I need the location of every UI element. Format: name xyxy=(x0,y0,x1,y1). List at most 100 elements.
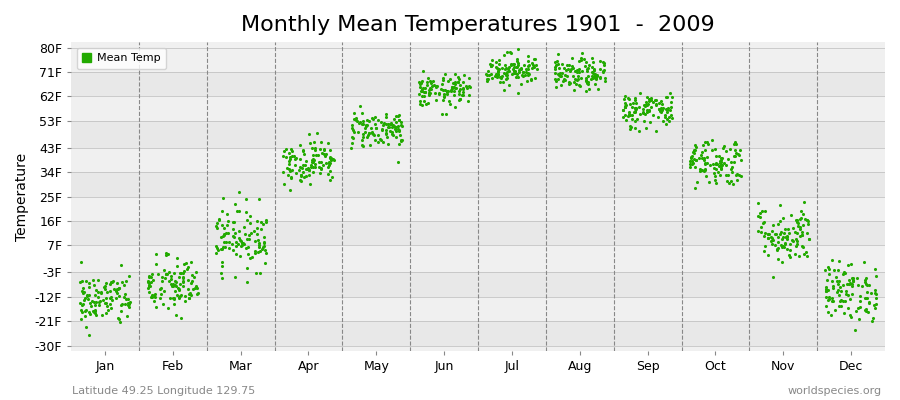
Point xyxy=(76,285,90,291)
Point xyxy=(357,129,372,136)
Bar xyxy=(71,196,885,221)
Point xyxy=(776,214,790,221)
Point xyxy=(707,173,722,180)
Point xyxy=(256,221,270,228)
Point xyxy=(73,259,87,266)
Point xyxy=(141,281,156,288)
Point xyxy=(372,117,386,123)
Point xyxy=(688,184,702,191)
Point xyxy=(395,123,410,130)
Point xyxy=(868,266,882,272)
Point xyxy=(549,62,563,68)
Point xyxy=(99,295,113,302)
Point xyxy=(172,286,186,292)
Point xyxy=(482,72,497,78)
Point xyxy=(413,79,428,86)
Point xyxy=(109,288,123,294)
Point xyxy=(484,63,499,69)
Point xyxy=(484,63,499,70)
Point xyxy=(418,93,432,99)
Point xyxy=(256,239,271,245)
Point xyxy=(839,288,853,294)
Point xyxy=(321,162,336,168)
Point xyxy=(217,231,231,238)
Point xyxy=(830,278,844,284)
Bar xyxy=(71,148,885,172)
Point xyxy=(789,217,804,224)
Point xyxy=(574,56,589,63)
Point xyxy=(549,78,563,84)
Point xyxy=(566,73,580,80)
Point xyxy=(622,95,636,102)
Point xyxy=(491,74,505,80)
Point xyxy=(237,223,251,230)
Point xyxy=(629,100,643,106)
Point xyxy=(238,209,253,216)
Point xyxy=(415,102,429,108)
Point xyxy=(447,71,462,77)
Point xyxy=(558,77,572,83)
Point xyxy=(225,241,239,247)
Point xyxy=(643,119,657,126)
Point xyxy=(792,253,806,259)
Point xyxy=(728,150,742,156)
Point xyxy=(171,287,185,294)
Point xyxy=(256,243,271,249)
Point xyxy=(580,79,595,85)
Point xyxy=(163,295,177,302)
Point xyxy=(323,154,338,160)
Point xyxy=(437,71,452,77)
Point xyxy=(859,306,873,313)
Point xyxy=(463,84,477,91)
Point xyxy=(362,130,376,136)
Point xyxy=(119,278,133,284)
Point xyxy=(489,59,503,66)
Point xyxy=(323,154,338,161)
Point xyxy=(296,148,310,154)
Point xyxy=(557,72,572,78)
Point xyxy=(82,311,96,317)
Point xyxy=(182,291,196,298)
Point xyxy=(394,119,409,125)
Point xyxy=(187,274,202,280)
Point xyxy=(709,161,724,168)
Point xyxy=(374,137,388,143)
Point xyxy=(433,86,447,92)
Point xyxy=(210,220,224,226)
Point xyxy=(850,304,865,311)
Point xyxy=(73,300,87,306)
Point xyxy=(115,279,130,286)
Point xyxy=(824,312,838,318)
Point xyxy=(393,136,408,143)
Point xyxy=(837,310,851,316)
Point xyxy=(303,162,318,168)
Point xyxy=(778,234,793,240)
Point xyxy=(799,252,814,259)
Point xyxy=(764,238,778,244)
Point xyxy=(620,95,634,102)
Point xyxy=(580,66,594,72)
Point xyxy=(446,88,461,94)
Point xyxy=(322,160,337,166)
Point xyxy=(617,103,632,110)
Point xyxy=(244,230,258,236)
Point xyxy=(646,112,661,118)
Point xyxy=(824,257,839,263)
Point xyxy=(585,59,599,65)
Point xyxy=(292,166,306,173)
Point xyxy=(181,276,195,283)
Point xyxy=(375,122,390,128)
Point xyxy=(74,315,88,322)
Point xyxy=(355,142,369,148)
Point xyxy=(783,241,797,247)
Point xyxy=(618,104,633,110)
Point xyxy=(514,66,528,72)
Point xyxy=(255,246,269,252)
Point xyxy=(443,76,457,82)
Point xyxy=(821,297,835,304)
Point xyxy=(791,220,806,226)
Point xyxy=(695,155,709,161)
Point xyxy=(658,112,672,118)
Point xyxy=(258,260,273,266)
Point xyxy=(349,116,364,123)
